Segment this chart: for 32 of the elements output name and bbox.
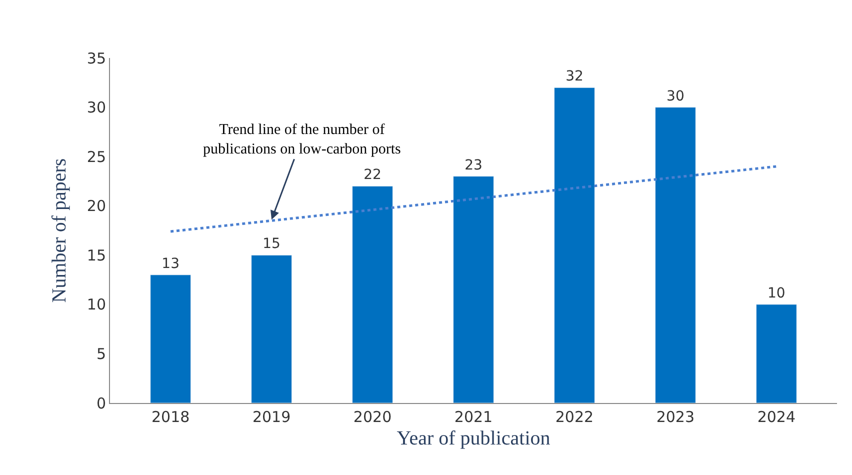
x-tick-label: 2019	[252, 408, 291, 426]
bar	[453, 176, 494, 403]
y-axis-title: Number of papers	[48, 158, 70, 303]
bar	[554, 87, 595, 403]
x-tick-label: 2021	[454, 408, 493, 426]
x-tick-label: 2023	[656, 408, 695, 426]
bar	[655, 107, 696, 403]
x-axis-title: Year of publication	[396, 428, 550, 450]
bar	[251, 254, 292, 403]
data-label: 10	[768, 285, 786, 302]
x-tick-label: 2020	[353, 408, 392, 426]
y-tick-label: 35	[86, 49, 106, 68]
data-label: 15	[262, 236, 280, 252]
annotation: Trend line of the number of publications on low-carbon ports	[203, 122, 402, 158]
data-label: 22	[364, 167, 382, 184]
y-tick-label: 15	[86, 246, 106, 264]
y-tick-label: 5	[96, 344, 106, 363]
bar	[150, 274, 192, 403]
data-label: 30	[666, 88, 684, 104]
data-label: 13	[162, 256, 180, 272]
x-tick-label: 2018	[151, 408, 190, 426]
y-tick-label: 10	[86, 296, 106, 314]
x-tick-label: 2024	[757, 408, 796, 426]
y-tick-label: 25	[86, 148, 106, 166]
data-label: 32	[566, 68, 584, 85]
bar	[756, 304, 797, 403]
x-tick-label: 2022	[555, 408, 594, 426]
y-tick-label: 30	[86, 98, 106, 117]
bar	[352, 186, 393, 403]
y-tick-label: 20	[86, 197, 106, 216]
data-label: 23	[464, 157, 482, 174]
y-tick-label: 0	[96, 394, 106, 412]
